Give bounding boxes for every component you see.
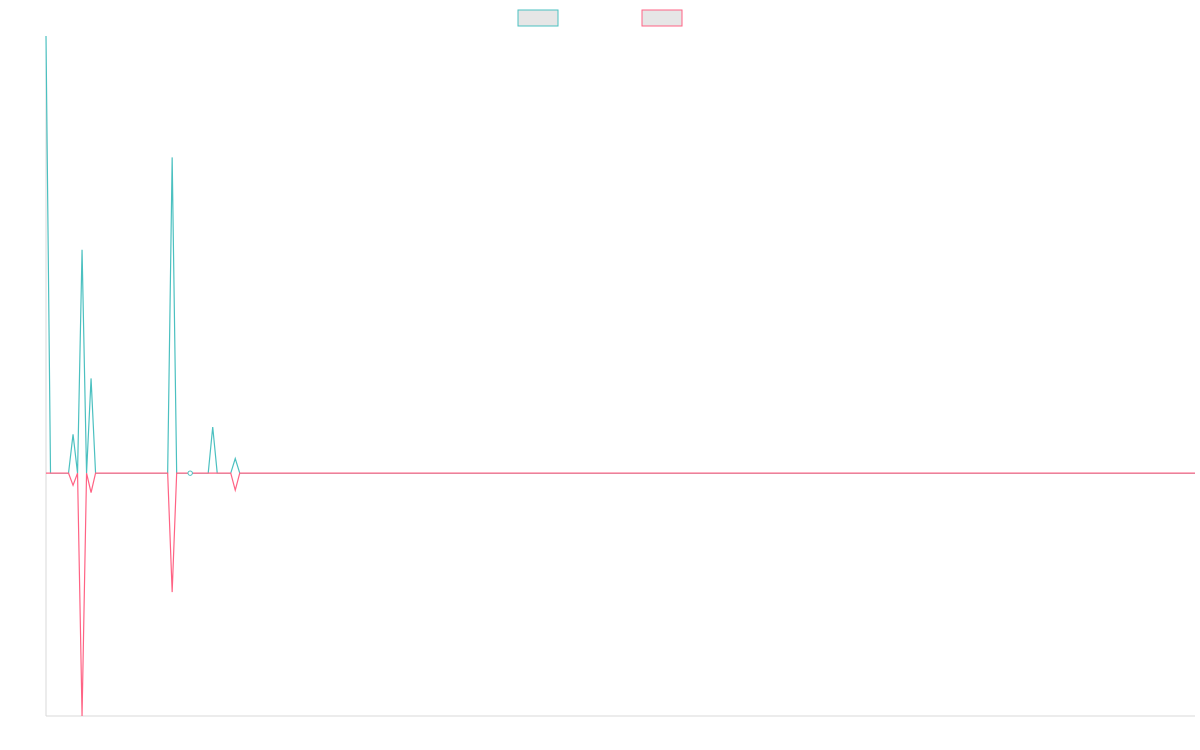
series-layer [45,35,1195,717]
legend-swatch-2[interactable] [641,9,683,27]
legend[interactable] [517,9,683,27]
legend-swatch-1[interactable] [517,9,559,27]
series-1-point-marker [187,470,193,476]
axes [45,36,1195,717]
series-2-line [46,472,1195,717]
series-1-line [45,35,1195,474]
